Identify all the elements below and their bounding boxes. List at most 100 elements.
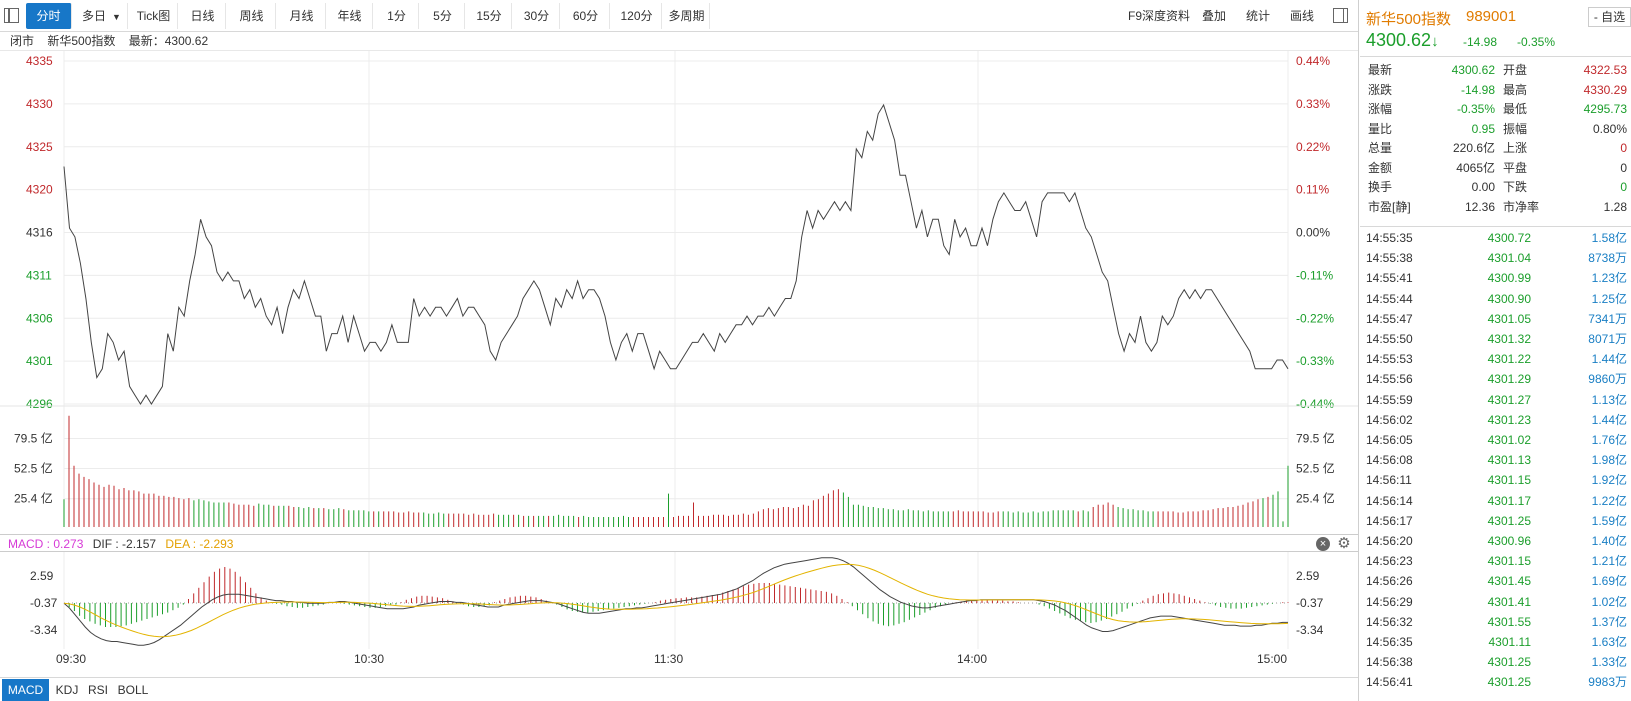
tick-time: 14:55:41 (1366, 271, 1413, 286)
tab-kdj[interactable]: KDJ (55, 683, 79, 697)
quote-label: 金额 (1368, 160, 1393, 175)
dif-line (63, 557, 1288, 646)
tick-time: 14:56:41 (1366, 675, 1413, 690)
tick-time: 14:56:02 (1366, 412, 1413, 427)
tab-macd[interactable]: MACD (2, 679, 49, 701)
tick-volume: 1.59亿 (1591, 513, 1627, 528)
tick-volume: 8071万 (1588, 332, 1627, 346)
time-axis-label: 11:30 (654, 652, 683, 666)
tab-label: 5分 (433, 9, 452, 23)
tab-tick[interactable]: Tick图 (130, 3, 178, 29)
tick-row: 14:55:56 4301.29 9860万 (1360, 369, 1631, 389)
tick-price: 4301.29 (1487, 372, 1531, 387)
tick-row: 14:56:14 4301.17 1.22亿 (1360, 491, 1631, 511)
tab-label: 月线 (289, 9, 314, 23)
tab-weekly[interactable]: 周线 (228, 3, 276, 29)
tick-volume: 1.44亿 (1591, 412, 1627, 427)
tab-60min[interactable]: 60分 (562, 3, 610, 29)
quote-value: 4065亿 (1456, 160, 1495, 175)
quote-label: 市盈[静] (1368, 199, 1411, 214)
sidebar-toggle-icon[interactable] (4, 8, 19, 23)
price-change: -14.98 (1463, 35, 1498, 49)
tab-daily[interactable]: 日线 (180, 3, 226, 29)
quote-label: 最低 (1503, 102, 1528, 116)
tick-time: 14:56:08 (1366, 453, 1413, 468)
tick-time: 14:56:29 (1366, 594, 1413, 609)
panel-divider (1358, 0, 1359, 701)
macd-tick-label: -0.37 (30, 596, 58, 610)
time-axis-label: 10:30 (354, 652, 384, 666)
favorite-button[interactable]: - 自选 (1588, 7, 1631, 27)
tab-120min[interactable]: 120分 (612, 3, 662, 29)
price-tick-label: 4330 (26, 97, 53, 111)
statistics-button[interactable]: 统计 (1246, 9, 1271, 23)
arrow-down-icon: ↓ (1431, 33, 1439, 50)
tick-row: 14:55:41 4300.99 1.23亿 (1360, 268, 1631, 288)
tab-monthly[interactable]: 月线 (278, 3, 326, 29)
pct-tick-label: 0.00% (1296, 226, 1330, 240)
tab-intraday[interactable]: 分时 (26, 3, 72, 29)
pct-tick-label: -0.11% (1296, 268, 1333, 282)
tick-row: 14:55:53 4301.22 1.44亿 (1360, 349, 1631, 369)
pct-tick-label: -0.33% (1296, 354, 1334, 368)
tick-volume: 9860万 (1588, 372, 1627, 387)
price-tick-label: 4301 (26, 354, 53, 368)
tick-time: 14:56:32 (1366, 614, 1413, 629)
divider (1360, 226, 1631, 227)
quote-value: 0.80% (1592, 121, 1627, 136)
tick-volume: 1.37亿 (1591, 614, 1627, 629)
tick-volume: 1.33亿 (1591, 655, 1627, 670)
tick-price: 4301.04 (1487, 251, 1531, 266)
tick-row: 14:56:41 4301.25 9983万 (1360, 672, 1631, 692)
divider (1360, 56, 1631, 57)
tick-volume: 9983万 (1588, 675, 1627, 690)
price-tick-label: 4320 (26, 183, 53, 197)
tab-rsi[interactable]: RSI (87, 683, 108, 697)
quote-value: 0.95 (1471, 121, 1495, 136)
tab-boll[interactable]: BOLL (117, 683, 149, 697)
quote-row: 最新 4300.62 开盘 4322.53 (1360, 60, 1631, 80)
tab-15min[interactable]: 15分 (467, 3, 512, 29)
tab-label: 多日 (82, 9, 107, 23)
tick-price: 4301.45 (1487, 574, 1531, 589)
panel-index-code: 989001 (1466, 8, 1517, 25)
tick-price: 4301.13 (1487, 453, 1531, 468)
tick-row: 14:56:38 4301.25 1.33亿 (1360, 652, 1631, 672)
gear-icon[interactable]: ⚙ (1337, 535, 1351, 552)
quote-label: 平盘 (1503, 160, 1528, 175)
tick-price: 4301.15 (1487, 473, 1531, 488)
period-toolbar: 分时 多日 ▼ Tick图 日线 周线 月线 年线 1分 5分 15分 30分 60分 120分 多周期 F… (0, 0, 1358, 32)
tick-row: 14:56:17 4301.25 1.59亿 (1360, 511, 1631, 531)
close-icon[interactable]: × (1316, 537, 1330, 551)
tick-row: 14:55:50 4301.32 8071万 (1360, 329, 1631, 349)
tab-multiday[interactable]: 多日 ▼ (76, 3, 128, 29)
tab-1min[interactable]: 1分 (375, 3, 419, 29)
tick-row: 14:56:20 4300.96 1.40亿 (1360, 531, 1631, 551)
tick-row: 14:56:23 4301.15 1.21亿 (1360, 551, 1631, 571)
f9-deep-data-button[interactable]: F9深度资料 (1128, 9, 1191, 23)
tick-row: 14:55:59 4301.27 1.13亿 (1360, 390, 1631, 410)
overlay-button[interactable]: 叠加 (1202, 9, 1227, 23)
price-tick-label: 4296 (26, 397, 53, 411)
tab-label: 年线 (337, 9, 362, 23)
volume-tick-label: 25.4 亿 (1296, 491, 1335, 506)
tab-30min[interactable]: 30分 (514, 3, 560, 29)
tick-volume: 1.98亿 (1591, 453, 1627, 468)
tick-time: 14:55:56 (1366, 372, 1413, 387)
tick-price: 4300.99 (1487, 271, 1531, 286)
price-tick-label: 4316 (26, 226, 53, 240)
quote-value: 0 (1620, 141, 1627, 155)
tick-price: 4301.15 (1487, 554, 1531, 569)
quote-label: 市净率 (1503, 199, 1540, 214)
tick-price: 4300.96 (1487, 534, 1531, 548)
tab-multi-period[interactable]: 多周期 (664, 3, 710, 29)
intraday-chart[interactable]: 4335 0.44% 4330 0.33% 4325 0.22% 4320 0.11% 4316… (0, 51, 1358, 677)
right-panel-toggle-icon[interactable] (1333, 8, 1348, 23)
draw-line-button[interactable]: 画线 (1290, 9, 1315, 23)
tick-time: 14:55:38 (1366, 251, 1413, 266)
tab-yearly[interactable]: 年线 (327, 3, 373, 29)
tab-5min[interactable]: 5分 (421, 3, 465, 29)
tick-time: 14:56:38 (1366, 655, 1413, 670)
quote-label: 上涨 (1503, 141, 1528, 155)
